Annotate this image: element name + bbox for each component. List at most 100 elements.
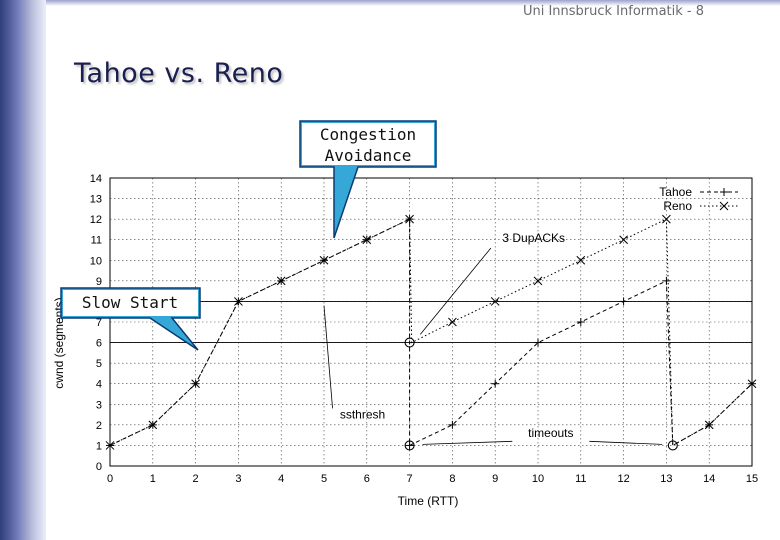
legend-marker-reno: [719, 201, 729, 211]
x-tick-label: 15: [746, 473, 758, 485]
y-tick-label: 10: [90, 255, 102, 267]
y-tick-label: 4: [96, 379, 102, 391]
data-point-tahoe: [405, 441, 414, 450]
x-tick-label: 2: [193, 473, 199, 485]
marker-stroke: [362, 235, 372, 245]
event-marker-circle: [404, 337, 415, 348]
ssthresh-pointer: [323, 305, 333, 409]
data-point-reno: [405, 214, 414, 224]
marker-stroke: [747, 379, 757, 389]
timeouts-pointer-right: [589, 440, 663, 445]
data-point-reno: [576, 255, 586, 265]
marker-stroke: [619, 235, 628, 245]
chart-background: [46, 160, 758, 510]
series-line-reno: [109, 218, 753, 447]
congestion-callout-box: [302, 123, 434, 165]
y-tick-label: 9: [96, 276, 102, 288]
y-tick-label: 12: [90, 214, 102, 226]
marker-stroke: [319, 255, 329, 265]
data-point-reno: [319, 255, 329, 265]
slide-left-accent-bar: [0, 0, 46, 540]
x-tick-label: 10: [532, 473, 544, 485]
timeouts-pointer-left: [422, 440, 513, 445]
x-tick-label: 5: [321, 473, 327, 485]
data-point-reno: [191, 379, 200, 389]
x-tick-label: 6: [364, 473, 370, 485]
x-tick-label: 0: [107, 473, 113, 485]
data-point-tahoe: [576, 318, 585, 326]
data-point-reno: [662, 214, 671, 224]
x-tick-label: 14: [703, 473, 715, 485]
legend-label-reno: Reno: [663, 199, 692, 213]
data-point-reno: [105, 441, 115, 450]
chart-grid: [110, 178, 752, 466]
legend-label-tahoe: Tahoe: [659, 185, 692, 199]
y-tick-label: 0: [96, 461, 102, 473]
marker-stroke: [405, 214, 414, 224]
marker-stroke: [662, 214, 671, 224]
y-tick-label: 13: [90, 194, 102, 206]
slow-start-callout-box: [63, 290, 198, 316]
y-tick-label: 2: [96, 420, 102, 432]
event-marker-circle: [404, 440, 415, 451]
data-point-reno: [448, 317, 457, 327]
axis-ticks: 0123456789101112131415012345678910111213…: [90, 173, 758, 485]
x-tick-label: 4: [278, 473, 284, 485]
annotation-layer: 3 DupACKs ssthresh timeouts: [110, 231, 752, 451]
data-point-reno: [619, 235, 628, 245]
marker-stroke: [533, 276, 543, 286]
x-tick-label: 12: [617, 473, 629, 485]
x-tick-label: 7: [407, 473, 413, 485]
data-point-reno: [533, 276, 543, 286]
dupacks-pointer: [419, 247, 492, 335]
marker-stroke: [191, 379, 200, 389]
marker-stroke: [448, 317, 457, 327]
x-tick-label: 13: [660, 473, 672, 485]
congestion-callout-line2: Avoidance: [325, 146, 412, 165]
tahoe-reno-chart: 0123456789101112131415012345678910111213…: [46, 160, 758, 510]
slide-title: Tahoe vs. Reno: [74, 58, 284, 89]
plot-frame: [109, 177, 753, 467]
data-point-reno: [747, 379, 757, 389]
dupacks-annotation: 3 DupACKs: [502, 231, 565, 245]
x-axis-label: Time (RTT): [398, 494, 459, 508]
y-tick-label: 3: [96, 399, 102, 411]
series-reno: [105, 214, 757, 450]
slide-top-accent-bar: [46, 0, 780, 6]
data-point-tahoe: [448, 420, 457, 429]
data-point-reno: [276, 276, 286, 286]
marker-stroke: [719, 201, 729, 211]
y-tick-label: 11: [91, 235, 102, 247]
congestion-callout-line1: Congestion: [320, 125, 416, 144]
marker-stroke: [148, 420, 158, 430]
slide-header-note: Uni Innsbruck Informatik - 8: [522, 4, 704, 19]
x-tick-label: 8: [449, 473, 455, 485]
slow-start-callout-label: Slow Start: [82, 293, 178, 312]
ssthresh-annotation: ssthresh: [340, 408, 385, 422]
legend-marker-tahoe: [720, 188, 728, 196]
y-tick-label: 7: [96, 317, 102, 329]
data-point-reno: [704, 420, 714, 430]
slow-start-callout: Slow Start: [60, 287, 201, 351]
marker-stroke: [105, 441, 115, 450]
y-tick-label: 14: [90, 173, 102, 185]
marker-stroke: [276, 276, 286, 286]
data-point-tahoe: [491, 379, 500, 388]
y-axis-label: cwnd (segments): [52, 297, 66, 388]
data-point-tahoe: [662, 276, 671, 285]
y-tick-label: 1: [96, 440, 102, 452]
x-tick-label: 9: [492, 473, 498, 485]
x-tick-label: 1: [150, 473, 156, 485]
data-point-reno: [148, 420, 158, 430]
x-tick-label: 11: [575, 473, 586, 485]
y-tick-label: 5: [96, 358, 102, 370]
marker-stroke: [704, 420, 714, 430]
data-point-reno: [362, 235, 372, 245]
marker-stroke: [576, 255, 586, 265]
y-tick-label: 6: [96, 338, 102, 350]
timeouts-annotation: timeouts: [528, 426, 573, 440]
x-tick-label: 3: [235, 473, 241, 485]
event-marker-circle: [667, 440, 678, 451]
